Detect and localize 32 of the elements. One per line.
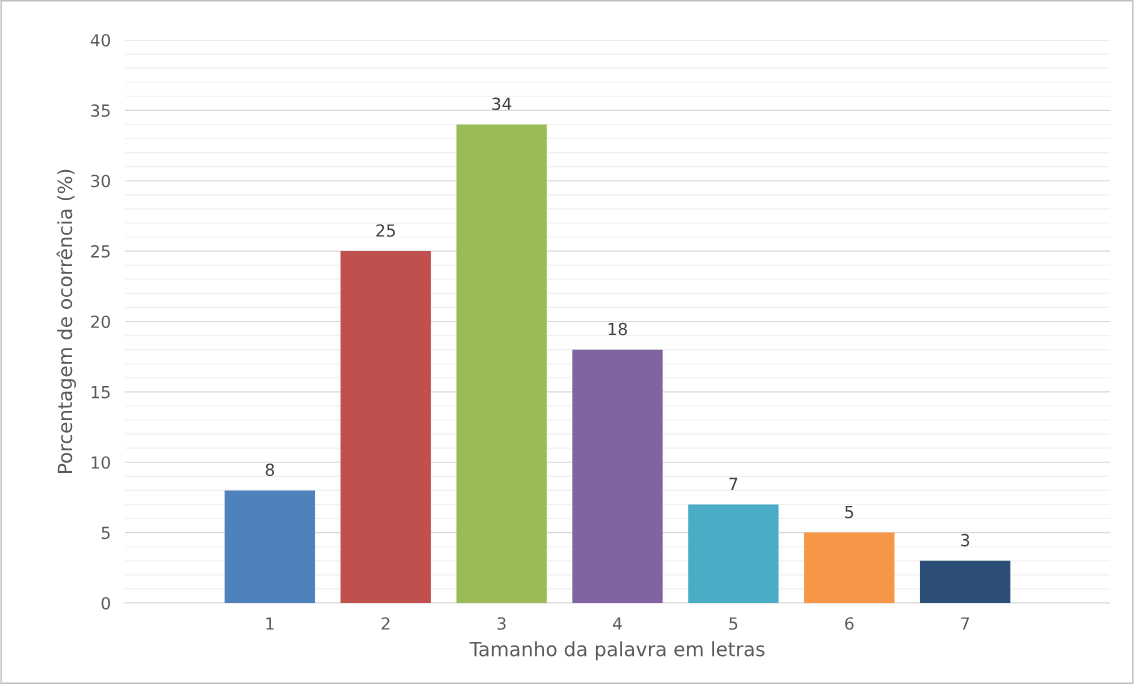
- y-tick-label: 35: [91, 104, 110, 117]
- bar: [804, 532, 895, 603]
- y-tick-label: 20: [91, 315, 110, 329]
- y-axis-title: Porcentagem de ocorrência (%): [56, 169, 77, 473]
- y-tick-label: 30: [91, 174, 110, 188]
- y-tick-label: 10: [91, 456, 110, 469]
- data-label: 18: [608, 322, 627, 336]
- bar: [224, 490, 316, 603]
- x-tick-label: 5: [729, 617, 738, 630]
- bar: [340, 251, 431, 603]
- x-tick-label: 3: [497, 617, 506, 630]
- bar: [688, 504, 779, 603]
- bar: [572, 349, 663, 603]
- x-tick-label: 1: [266, 617, 274, 630]
- data-label: 5: [845, 505, 854, 519]
- data-label: 8: [265, 463, 275, 477]
- y-tick-label: 5: [101, 526, 110, 540]
- bar: [456, 124, 547, 603]
- y-tick-label: 15: [91, 386, 110, 399]
- data-label: 34: [492, 97, 512, 111]
- bar: [919, 560, 1011, 603]
- x-tick-label: 2: [381, 617, 390, 630]
- x-axis-title: Tamanho da palavra em letras: [469, 641, 765, 661]
- data-label: 25: [376, 224, 395, 237]
- x-tick-label: 6: [845, 617, 854, 630]
- y-tick-label: 25: [91, 245, 110, 258]
- x-tick-label: 4: [613, 617, 622, 630]
- data-label: 3: [961, 533, 970, 547]
- y-tick-label: 0: [101, 596, 110, 610]
- y-tick-label: 40: [90, 33, 110, 47]
- data-label: 7: [729, 477, 738, 490]
- x-tick-label: 7: [961, 617, 970, 630]
